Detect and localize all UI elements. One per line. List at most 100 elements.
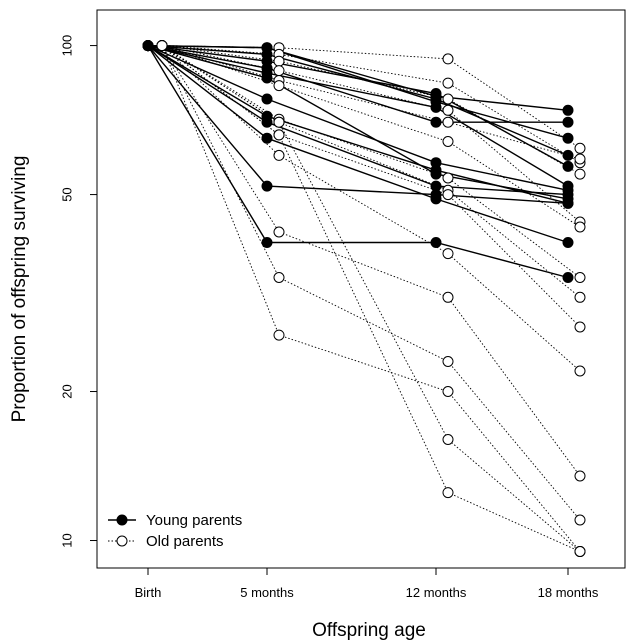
legend-old-marker: [116, 535, 128, 547]
young-parents-point-12-1: [261, 237, 273, 248]
young-parents-line-10: [147, 45, 569, 244]
old-parents-point-5-2: [442, 136, 454, 147]
young-parents-point-4-3: [562, 116, 574, 128]
old-parents-point-13-1: [273, 116, 285, 128]
young-parents-point-10-3: [562, 237, 574, 248]
young-parents-line-5: [147, 44, 569, 187]
old-parents-point-10-3: [574, 470, 586, 482]
old-parents-line-13: [161, 45, 581, 552]
old-parents-point-2-3: [574, 168, 586, 180]
old-parents-point-7-3: [574, 291, 586, 303]
y-tick-label: 100: [60, 35, 75, 57]
x-tick-label: 5 months: [240, 585, 294, 600]
old-parents-point-14-3: [574, 546, 586, 557]
old-parents-point-14-2: [442, 487, 454, 499]
young-parents-point-11-3: [562, 197, 574, 209]
young-parents-point-12-0: [142, 40, 154, 52]
y-tick-label: 10: [60, 533, 75, 547]
old-parents-point-5-1: [273, 80, 285, 92]
old-parents-point-4-3: [574, 153, 586, 165]
young-parents-point-3-2: [430, 88, 442, 99]
young-parents-point-2-3: [562, 149, 574, 161]
young-parents-point-12-2: [430, 237, 442, 248]
young-parents-point-3-3: [562, 160, 574, 172]
young-parents-point-4-2: [430, 116, 442, 128]
young-parents-point-6-1: [261, 72, 273, 84]
old-parents-point-9-2: [442, 248, 454, 260]
young-parents-point-12-3: [562, 272, 574, 283]
young-parents-line-4: [147, 44, 568, 123]
young-parents-line-9: [147, 45, 569, 196]
old-parents-line-10: [161, 45, 581, 477]
old-parents-line-6: [161, 45, 581, 278]
young-parents-point-1-3: [562, 132, 574, 144]
series-points: [142, 40, 586, 557]
old-parents-point-14-0: [156, 40, 168, 52]
young-parents-point-0-3: [562, 104, 574, 116]
series-lines: [147, 44, 581, 552]
y-tick-label: 20: [60, 384, 75, 398]
old-parents-line-12: [161, 45, 581, 552]
old-parents-line-0: [161, 45, 581, 149]
young-parents-line-12: [147, 45, 569, 279]
old-parents-point-0-3: [574, 142, 586, 154]
young-parents-point-9-1: [261, 116, 273, 128]
legend-young-label: Young parents: [146, 512, 242, 529]
young-parents-point-5-2: [430, 101, 442, 113]
old-parents-point-11-1: [273, 272, 285, 283]
old-parents-point-8-2: [442, 189, 454, 201]
old-parents-line-2: [161, 45, 581, 175]
old-parents-line-14: [161, 45, 581, 552]
old-parents-point-3-1: [273, 65, 285, 77]
old-parents-line-7: [161, 45, 581, 298]
old-parents-point-3-2: [442, 104, 454, 116]
young-parents-point-10-1: [261, 132, 273, 144]
y-axis: 10 20 50 100: [60, 35, 97, 548]
old-parents-line-1: [161, 45, 581, 164]
x-tick-label: Birth: [135, 585, 162, 600]
legend: Young parents Old parents: [108, 512, 242, 550]
old-parents-point-9-1: [273, 149, 285, 161]
old-parents-point-0-2: [442, 53, 454, 65]
old-parents-point-13-2: [442, 434, 454, 445]
young-parents-line-1: [147, 44, 569, 139]
y-axis-title: Proportion of offspring surviving: [9, 156, 30, 423]
x-axis-title: Offspring age: [312, 620, 426, 641]
old-parents-line-3: [161, 45, 581, 223]
young-parents-point-11-1: [261, 180, 273, 192]
legend-young-marker: [116, 514, 128, 526]
old-parents-point-11-2: [442, 356, 454, 367]
old-parents-point-14-1: [273, 129, 285, 141]
old-parents-point-4-2: [442, 116, 454, 128]
old-parents-point-8-3: [574, 321, 586, 333]
old-parents-line-8: [161, 45, 581, 328]
old-parents-point-12-1: [273, 329, 285, 341]
young-parents-point-8-2: [430, 164, 442, 176]
x-tick-label: 18 months: [538, 585, 599, 600]
old-parents-point-10-1: [273, 226, 285, 238]
x-tick-label: 12 months: [406, 585, 467, 600]
y-tick-label: 50: [60, 187, 75, 201]
plot-area-frame: [96, 9, 626, 569]
old-parents-point-12-2: [442, 386, 454, 397]
old-parents-point-1-2: [442, 77, 454, 89]
old-parents-line-11: [161, 45, 581, 521]
old-parents-point-6-2: [442, 172, 454, 184]
young-parents-line-7: [147, 44, 569, 191]
young-parents-line-8: [147, 44, 569, 204]
x-axis: Birth 5 months 12 months 18 months: [135, 568, 599, 600]
old-parents-point-2-2: [442, 93, 454, 105]
old-parents-point-11-3: [574, 514, 586, 526]
old-parents-point-6-3: [574, 272, 586, 283]
old-parents-line-4: [161, 45, 581, 160]
young-parents-line-3: [147, 44, 569, 168]
old-parents-point-9-3: [574, 365, 586, 377]
old-parents-point-5-3: [574, 221, 586, 233]
young-parents-point-11-2: [430, 189, 442, 201]
young-parents-point-7-1: [261, 93, 273, 105]
legend-old-label: Old parents: [146, 533, 224, 550]
old-parents-point-10-2: [442, 291, 454, 303]
young-parents-line-11: [147, 45, 569, 204]
old-parents-point-2-1: [273, 55, 285, 67]
